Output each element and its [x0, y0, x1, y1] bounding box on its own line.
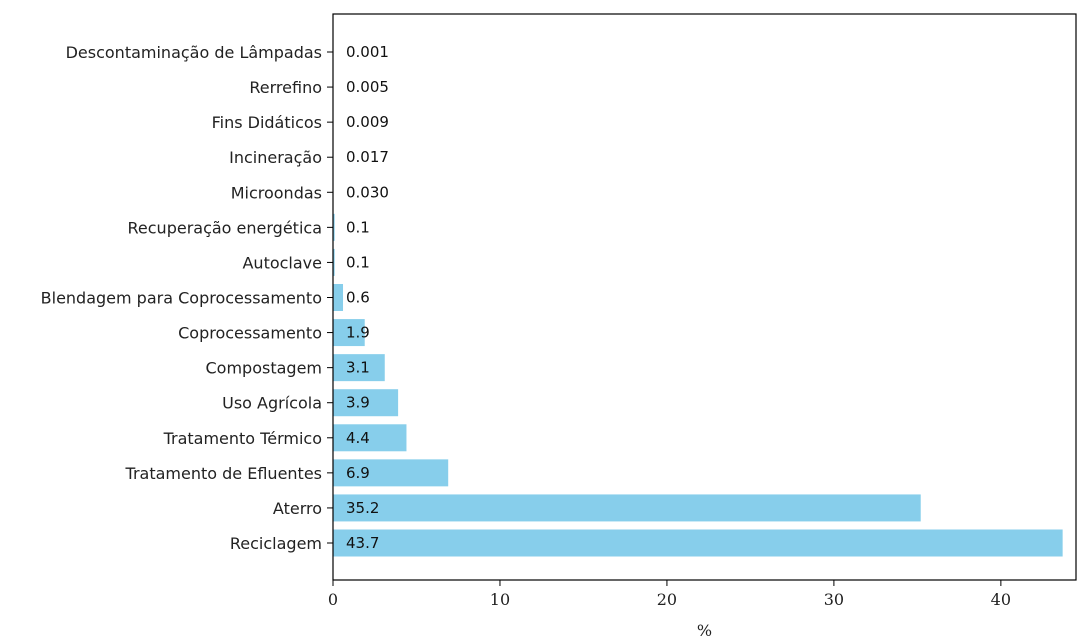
y-tick-label-tratamento-de-efluentes: Tratamento de Efluentes: [125, 464, 322, 483]
y-tick-label-aterro: Aterro: [273, 499, 322, 518]
value-label-tratamento-termico: 4.4: [346, 429, 370, 447]
bar-recuperacao-energetica: [333, 213, 335, 241]
value-label-uso-agricola: 3.9: [346, 394, 370, 412]
bar-aterro: [333, 494, 921, 522]
value-label-compostagem: 3.1: [346, 359, 370, 377]
bar-coprocessamento: [333, 319, 365, 347]
value-label-reciclagem: 43.7: [346, 534, 379, 552]
bar-tratamento-termico: [333, 424, 407, 452]
y-tick-label-rerrefino: Rerrefino: [249, 78, 322, 97]
y-tick-label-tratamento-termico: Tratamento Térmico: [163, 429, 322, 448]
y-tick-label-incineracao: Incineração: [229, 148, 322, 167]
value-label-microondas: 0.030: [346, 183, 389, 201]
value-labels-group: 43.7 35.2 6.9 4.4 3.9 3.1 1.9 0.6 0.1 0.1 0.030 0.0…: [346, 43, 389, 552]
y-tick-label-fins-didaticos: Fins Didáticos: [212, 113, 322, 132]
x-axis: 0 10 20 30 40: [328, 580, 1011, 609]
value-label-descontaminacao-de-lampadas: 0.001: [346, 43, 389, 61]
value-label-recuperacao-energetica: 0.1: [346, 218, 370, 236]
x-tick-label-10: 10: [490, 590, 510, 609]
y-tick-label-compostagem: Compostagem: [206, 359, 323, 378]
bar-tratamento-de-efluentes: [333, 459, 449, 487]
bar-reciclagem: [333, 529, 1063, 557]
value-label-tratamento-de-efluentes: 6.9: [346, 464, 370, 482]
y-tick-label-recuperacao-energetica: Recuperação energética: [128, 218, 322, 237]
x-tick-label-20: 20: [657, 590, 677, 609]
value-label-fins-didaticos: 0.009: [346, 113, 389, 131]
value-label-coprocessamento: 1.9: [346, 324, 370, 342]
x-tick-label-40: 40: [991, 590, 1011, 609]
y-tick-label-blendagem-para-coprocessamento: Blendagem para Coprocessamento: [41, 289, 322, 308]
value-label-incineracao: 0.017: [346, 148, 389, 166]
x-tick-label-0: 0: [328, 590, 338, 609]
y-tick-label-autoclave: Autoclave: [242, 253, 322, 272]
value-label-blendagem-para-coprocessamento: 0.6: [346, 289, 370, 307]
value-label-aterro: 35.2: [346, 499, 379, 517]
y-tick-label-microondas: Microondas: [231, 183, 322, 202]
bar-autoclave: [333, 248, 335, 276]
bars-group: [333, 38, 1063, 557]
value-label-rerrefino: 0.005: [346, 78, 389, 96]
y-tick-label-coprocessamento: Coprocessamento: [178, 324, 322, 343]
y-axis: Reciclagem Aterro Tratamento de Efluentes T…: [41, 43, 333, 553]
y-tick-label-descontaminacao-de-lampadas: Descontaminação de Lâmpadas: [66, 43, 322, 62]
bar-uso-agricola: [333, 389, 399, 417]
bar-blendagem-para-coprocessamento: [333, 284, 344, 311]
y-tick-label-uso-agricola: Uso Agrícola: [222, 394, 322, 413]
bar-compostagem: [333, 354, 385, 382]
x-tick-label-30: 30: [824, 590, 844, 609]
y-tick-label-reciclagem: Reciclagem: [230, 534, 322, 553]
value-label-autoclave: 0.1: [346, 253, 370, 271]
x-axis-label: %: [697, 621, 712, 640]
